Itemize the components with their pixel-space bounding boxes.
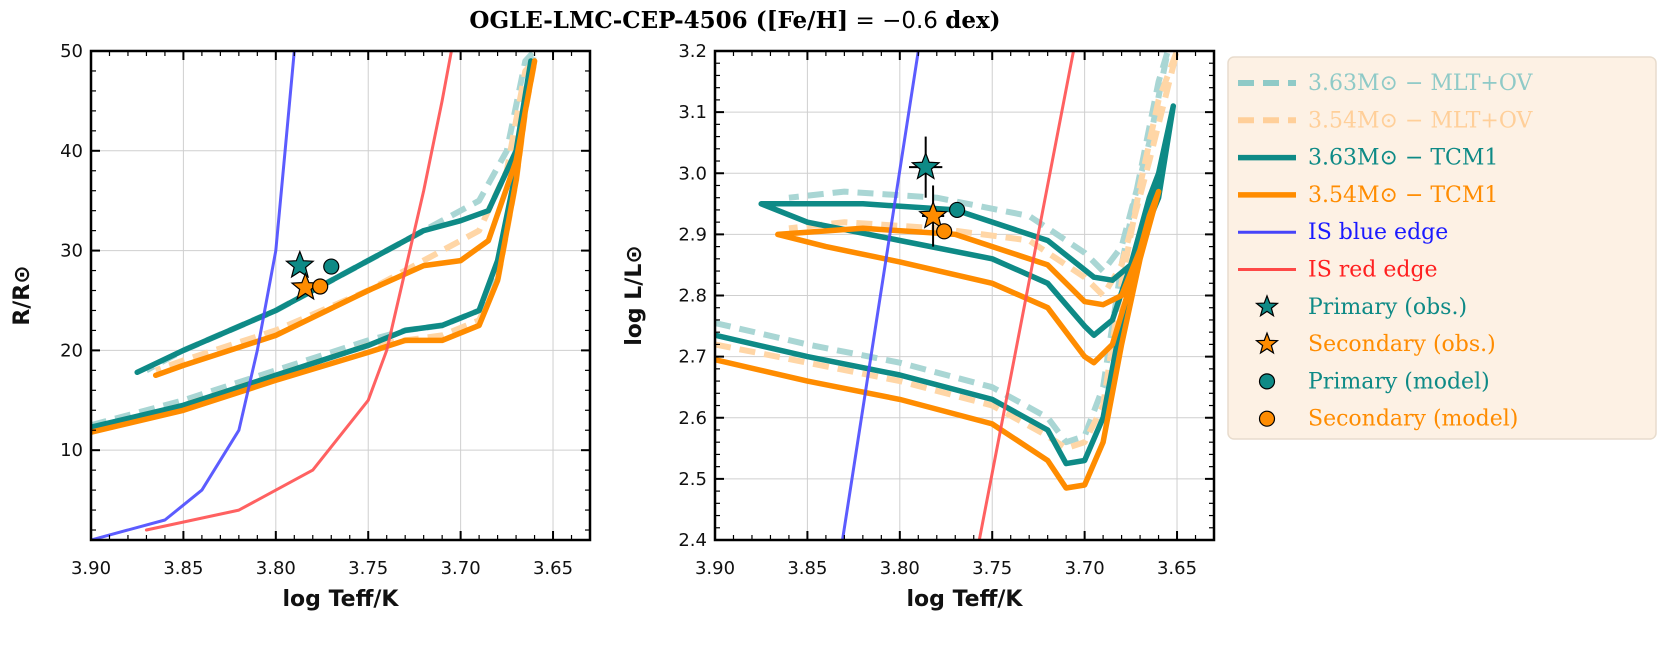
marker-secondary-model xyxy=(312,278,329,295)
legend-item: IS red edge xyxy=(1238,258,1438,283)
series-group xyxy=(91,51,538,540)
x-tick-label: 3.90 xyxy=(695,558,735,579)
legend-item: Primary (model) xyxy=(1258,369,1490,394)
y-tick-label: 10 xyxy=(60,440,83,461)
series-tcm-354 xyxy=(91,58,538,435)
series-tcm-354 xyxy=(715,188,1162,491)
legend-box xyxy=(1227,56,1657,440)
series-group xyxy=(715,51,1180,540)
grid xyxy=(715,51,1214,540)
legend-label: 3.54M⊙ − MLT+OV xyxy=(1308,108,1533,133)
legend-label: 3.54M⊙ − TCM1 xyxy=(1308,183,1498,208)
legend-handle xyxy=(1254,331,1280,355)
radius-temperature-panel: 3.90 3.85 3.80 3.75 3.70 3.65 10 20 30 40 50 log Te… xyxy=(10,41,592,612)
legend-label: IS blue edge xyxy=(1308,220,1448,245)
plot-frame xyxy=(89,49,592,542)
series-mlt-354 xyxy=(715,51,1180,452)
marker-primary-model xyxy=(949,201,966,219)
x-tick-label: 3.80 xyxy=(256,558,296,579)
legend-item: Secondary (obs.) xyxy=(1254,331,1496,357)
legend-handle xyxy=(1258,410,1276,427)
legend-label: Primary (model) xyxy=(1308,369,1490,394)
series-is-red xyxy=(144,51,453,532)
legend-label: Secondary (obs.) xyxy=(1308,332,1496,357)
x-axis-label: log Teff/K xyxy=(283,587,400,612)
ticks: 3.90 3.85 3.80 3.75 3.70 3.65 10 20 30 40 50 xyxy=(60,41,591,579)
x-tick-label: 3.85 xyxy=(163,558,203,579)
y-tick-label: 2.4 xyxy=(678,530,707,551)
legend-label: Primary (obs.) xyxy=(1308,295,1467,320)
y-tick-label: 2.9 xyxy=(678,224,707,245)
y-axis-label: log L/L⊙ xyxy=(622,245,647,346)
y-tick-label: 50 xyxy=(60,41,83,62)
y-tick-label: 20 xyxy=(60,340,83,361)
legend-item: Secondary (model) xyxy=(1258,407,1518,432)
marker-primary-obs xyxy=(284,249,315,279)
legend-item: 3.63M⊙ − MLT+OV xyxy=(1238,71,1533,96)
legend-handle xyxy=(1258,373,1276,390)
y-tick-label: 2.8 xyxy=(678,286,707,307)
figure-title: OGLE-LMC-CEP-4506 ([Fe/H] = −0.6 dex) xyxy=(469,7,1000,34)
luminosity-temperature-panel: 3.90 3.85 3.80 3.75 3.70 3.65 2.4 2.5 2.6 2.7 2.8 2… xyxy=(622,41,1216,612)
legend-label: IS red edge xyxy=(1308,258,1438,283)
series-is-blue xyxy=(841,51,920,540)
y-tick-label: 3.2 xyxy=(678,41,707,62)
grid xyxy=(91,51,590,540)
x-tick-label: 3.75 xyxy=(348,558,388,579)
x-tick-label: 3.70 xyxy=(441,558,481,579)
x-tick-label: 3.65 xyxy=(1157,558,1197,579)
x-tick-label: 3.80 xyxy=(880,558,920,579)
marker-primary-obs xyxy=(909,136,943,198)
x-axis-label: log Teff/K xyxy=(907,587,1024,612)
x-tick-label: 3.70 xyxy=(1065,558,1105,579)
legend-item: 3.63M⊙ − TCM1 xyxy=(1238,146,1498,171)
y-tick-label: 2.6 xyxy=(678,408,707,429)
y-tick-label: 30 xyxy=(60,241,83,262)
y-tick-label: 2.5 xyxy=(678,469,707,490)
y-tick-label: 3.0 xyxy=(678,163,707,184)
y-axis-label: R/R⊙ xyxy=(10,265,35,325)
legend-label: 3.63M⊙ − TCM1 xyxy=(1308,146,1498,171)
series-is-blue xyxy=(91,51,296,540)
y-tick-label: 2.7 xyxy=(678,347,707,368)
marker-primary-model xyxy=(323,258,340,275)
series-tcm-363 xyxy=(715,103,1177,467)
y-tick-label: 3.1 xyxy=(678,102,707,123)
legend-label: 3.63M⊙ − MLT+OV xyxy=(1308,71,1533,96)
series-is-red xyxy=(977,51,1075,540)
x-tick-label: 3.65 xyxy=(533,558,573,579)
series-mlt-363 xyxy=(715,51,1171,446)
y-tick-label: 40 xyxy=(60,141,83,162)
x-tick-label: 3.75 xyxy=(972,558,1012,579)
legend-item: IS blue edge xyxy=(1238,220,1448,245)
legend-item: 3.54M⊙ − MLT+OV xyxy=(1238,108,1533,133)
x-tick-label: 3.85 xyxy=(787,558,827,579)
legend-label: Secondary (model) xyxy=(1308,407,1518,432)
legend-handle xyxy=(1254,294,1280,318)
marker-secondary-model xyxy=(936,223,953,240)
legend: 3.63M⊙ − MLT+OV 3.54M⊙ − MLT+OV 3.63M⊙ − T… xyxy=(1227,56,1657,440)
x-tick-label: 3.90 xyxy=(71,558,111,579)
marker-secondary-obs xyxy=(918,185,948,247)
legend-item: Primary (obs.) xyxy=(1254,294,1467,320)
legend-item: 3.54M⊙ − TCM1 xyxy=(1238,183,1498,208)
ticks: 3.90 3.85 3.80 3.75 3.70 3.65 2.4 2.5 2.6 2.7 2.8 2… xyxy=(678,41,1215,579)
